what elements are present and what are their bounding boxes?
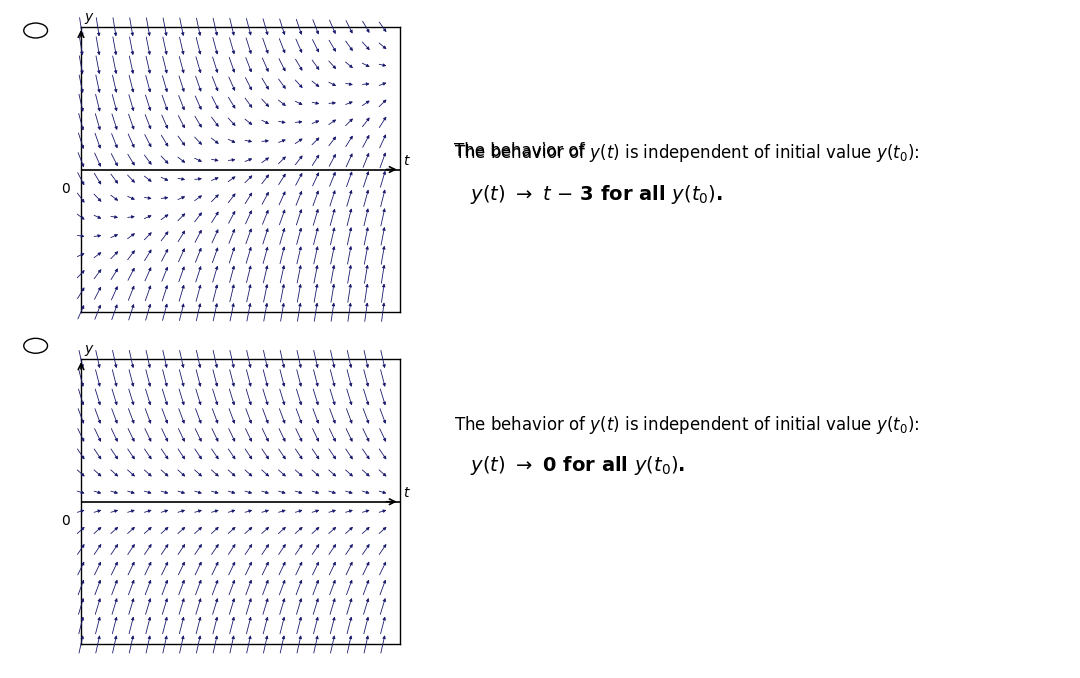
- Text: y: y: [85, 9, 93, 24]
- Text: The behavior of: The behavior of: [454, 142, 590, 161]
- Text: t: t: [403, 486, 408, 500]
- Text: 0: 0: [60, 182, 69, 196]
- Text: $\mathit{y(t)}$ $\rightarrow$ 0 for all $\mathit{y(t_0)}$.: $\mathit{y(t)}$ $\rightarrow$ 0 for all …: [470, 454, 685, 477]
- Text: $\mathit{y(t)}$ $\rightarrow$ $\mathit{t}$ $-$ 3 for all $\mathit{y(t_0)}$.: $\mathit{y(t)}$ $\rightarrow$ $\mathit{t…: [470, 183, 723, 206]
- Text: t: t: [403, 154, 408, 167]
- Text: y: y: [85, 342, 93, 356]
- Text: The behavior of $\mathit{y(t)}$ is independent of initial value $\mathit{y(t_0)}: The behavior of $\mathit{y(t)}$ is indep…: [454, 414, 919, 435]
- Text: 0: 0: [60, 514, 69, 528]
- Text: The behavior of $\mathit{y(t)}$ is independent of initial value $\mathit{y(t_0)}: The behavior of $\mathit{y(t)}$ is indep…: [454, 142, 919, 164]
